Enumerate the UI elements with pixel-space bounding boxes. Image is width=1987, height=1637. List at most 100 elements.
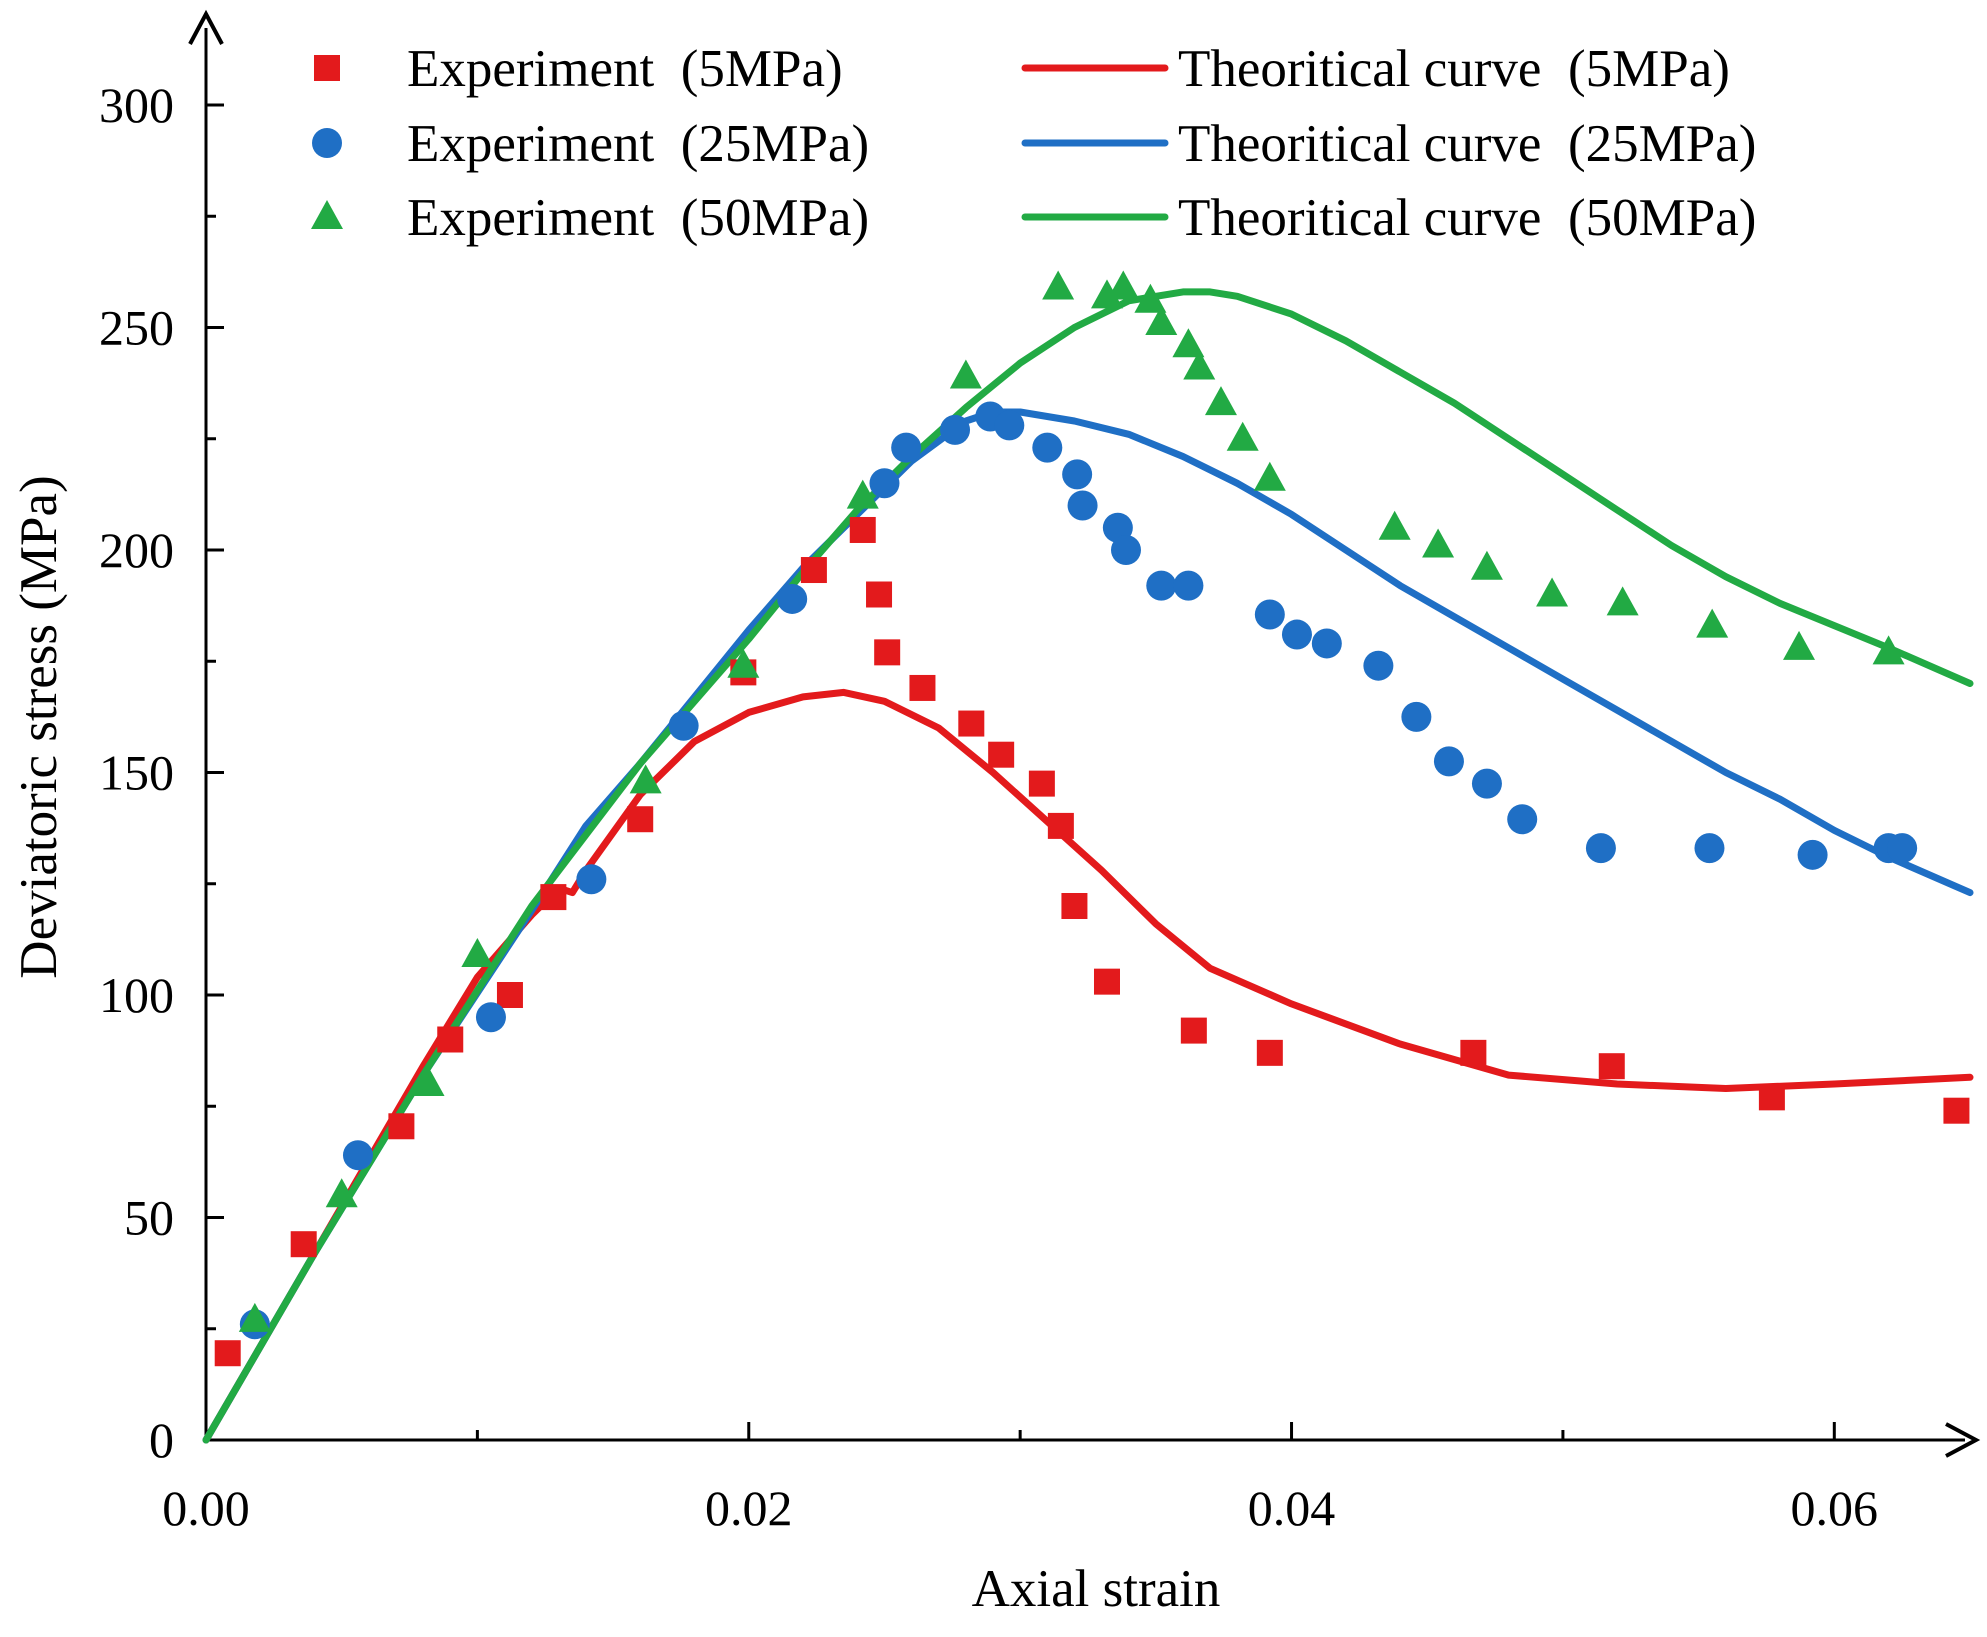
data-point xyxy=(1254,599,1285,630)
data-point xyxy=(1110,535,1141,565)
data-point xyxy=(1872,635,1905,665)
data-point xyxy=(1107,270,1140,300)
plot-area xyxy=(202,270,1974,1444)
data-point xyxy=(1783,630,1816,660)
data-point xyxy=(1172,328,1205,358)
data-point xyxy=(874,639,901,666)
data-point xyxy=(1401,701,1432,732)
data-point xyxy=(949,359,982,389)
data-point xyxy=(437,1026,464,1053)
legend-item-theoritical-curve-25mpa: Theoritical curve (25MPa) xyxy=(1021,115,1756,173)
data-point xyxy=(1758,1084,1785,1111)
data-point xyxy=(1253,461,1286,491)
data-point xyxy=(891,432,922,463)
legend-item-theoritical-curve-50mpa: Theoritical curve (50MPa) xyxy=(1021,189,1756,247)
y-tick-label: 50 xyxy=(124,1190,174,1246)
x-tick-label: 0.04 xyxy=(1248,1480,1336,1536)
data-point xyxy=(1226,421,1259,451)
data-point xyxy=(1378,510,1411,540)
data-point xyxy=(909,674,936,701)
y-tick-label: 100 xyxy=(99,967,174,1023)
data-point xyxy=(1694,833,1725,864)
data-point xyxy=(1173,570,1204,601)
legend-marker xyxy=(312,128,342,158)
data-point xyxy=(290,1231,317,1258)
data-point xyxy=(461,937,494,967)
line-theoritical-curve-5mpa xyxy=(202,688,1974,1444)
series-experiment-5mpa xyxy=(214,516,1970,1367)
legend-label: Theoritical curve (25MPa) xyxy=(1178,115,1756,173)
data-point xyxy=(866,581,893,608)
data-point xyxy=(1606,586,1639,616)
y-tick-label: 150 xyxy=(99,745,174,801)
data-point xyxy=(1061,893,1088,919)
legend-item-experiment-25mpa: Experiment (25MPa) xyxy=(312,115,869,173)
data-point xyxy=(1507,804,1538,835)
data-point xyxy=(1585,833,1616,864)
data-point xyxy=(214,1340,241,1367)
legend-marker xyxy=(314,55,340,81)
data-point xyxy=(540,884,567,911)
data-point xyxy=(1145,306,1178,336)
legend-item-experiment-5mpa: Experiment (5MPa) xyxy=(314,40,843,98)
data-point xyxy=(1042,270,1075,300)
data-point xyxy=(1696,608,1729,638)
legend-item-theoritical-curve-5mpa: Theoritical curve (5MPa) xyxy=(1021,40,1730,98)
data-point xyxy=(412,1067,445,1096)
data-point xyxy=(325,1178,358,1208)
data-point xyxy=(388,1113,415,1140)
series-theoritical-curve-5mpa xyxy=(202,688,1974,1444)
data-point xyxy=(1311,628,1342,659)
data-point xyxy=(629,764,662,794)
y-tick-label: 0 xyxy=(149,1412,174,1468)
data-point xyxy=(958,710,985,737)
data-point xyxy=(1093,968,1120,995)
data-point xyxy=(869,468,900,499)
data-point xyxy=(1180,1017,1207,1044)
data-point xyxy=(1470,550,1503,580)
x-axis-title: Axial strain xyxy=(972,1560,1221,1618)
data-point xyxy=(1281,619,1312,650)
data-point xyxy=(800,557,827,584)
x-tick-label: 0.06 xyxy=(1791,1480,1879,1536)
series-experiment-25mpa xyxy=(239,401,1918,1340)
data-point xyxy=(1146,570,1177,601)
legend-marker xyxy=(311,200,343,229)
y-tick-labels: 0 50 100 150 200 250 300 xyxy=(99,77,174,1468)
y-tick-label: 300 xyxy=(99,77,174,133)
data-point xyxy=(1363,650,1394,681)
data-point xyxy=(627,806,654,833)
data-point xyxy=(1062,459,1093,490)
data-point xyxy=(988,741,1015,768)
axes xyxy=(188,9,1981,1458)
data-point xyxy=(496,982,523,1008)
data-point xyxy=(1797,839,1828,870)
y-axis-title: Deviatoric stress (MPa) xyxy=(10,475,68,978)
y-tick-label: 250 xyxy=(99,300,174,356)
data-point xyxy=(1134,283,1167,313)
data-point xyxy=(1598,1053,1625,1080)
legend-label: Experiment (25MPa) xyxy=(407,115,869,173)
data-point xyxy=(1433,746,1464,777)
data-point xyxy=(1256,1039,1283,1066)
data-point xyxy=(940,414,971,445)
data-point xyxy=(1090,279,1123,309)
data-point xyxy=(1536,577,1569,607)
data-point xyxy=(238,1302,271,1332)
series-experiment-50mpa xyxy=(238,270,1905,1332)
data-point xyxy=(1183,350,1216,380)
data-point xyxy=(576,864,607,895)
data-point xyxy=(342,1140,373,1171)
data-point xyxy=(1471,768,1502,799)
legend-label: Experiment (50MPa) xyxy=(407,189,869,247)
data-point xyxy=(1943,1097,1970,1124)
data-point xyxy=(777,583,808,614)
y-tick-label: 200 xyxy=(99,522,174,578)
x-tick-label: 0.02 xyxy=(705,1480,793,1536)
legend-label: Theoritical curve (5MPa) xyxy=(1178,40,1730,98)
data-point xyxy=(1028,770,1055,797)
data-point xyxy=(994,410,1025,441)
data-point xyxy=(475,1002,506,1033)
data-point xyxy=(1032,432,1063,463)
